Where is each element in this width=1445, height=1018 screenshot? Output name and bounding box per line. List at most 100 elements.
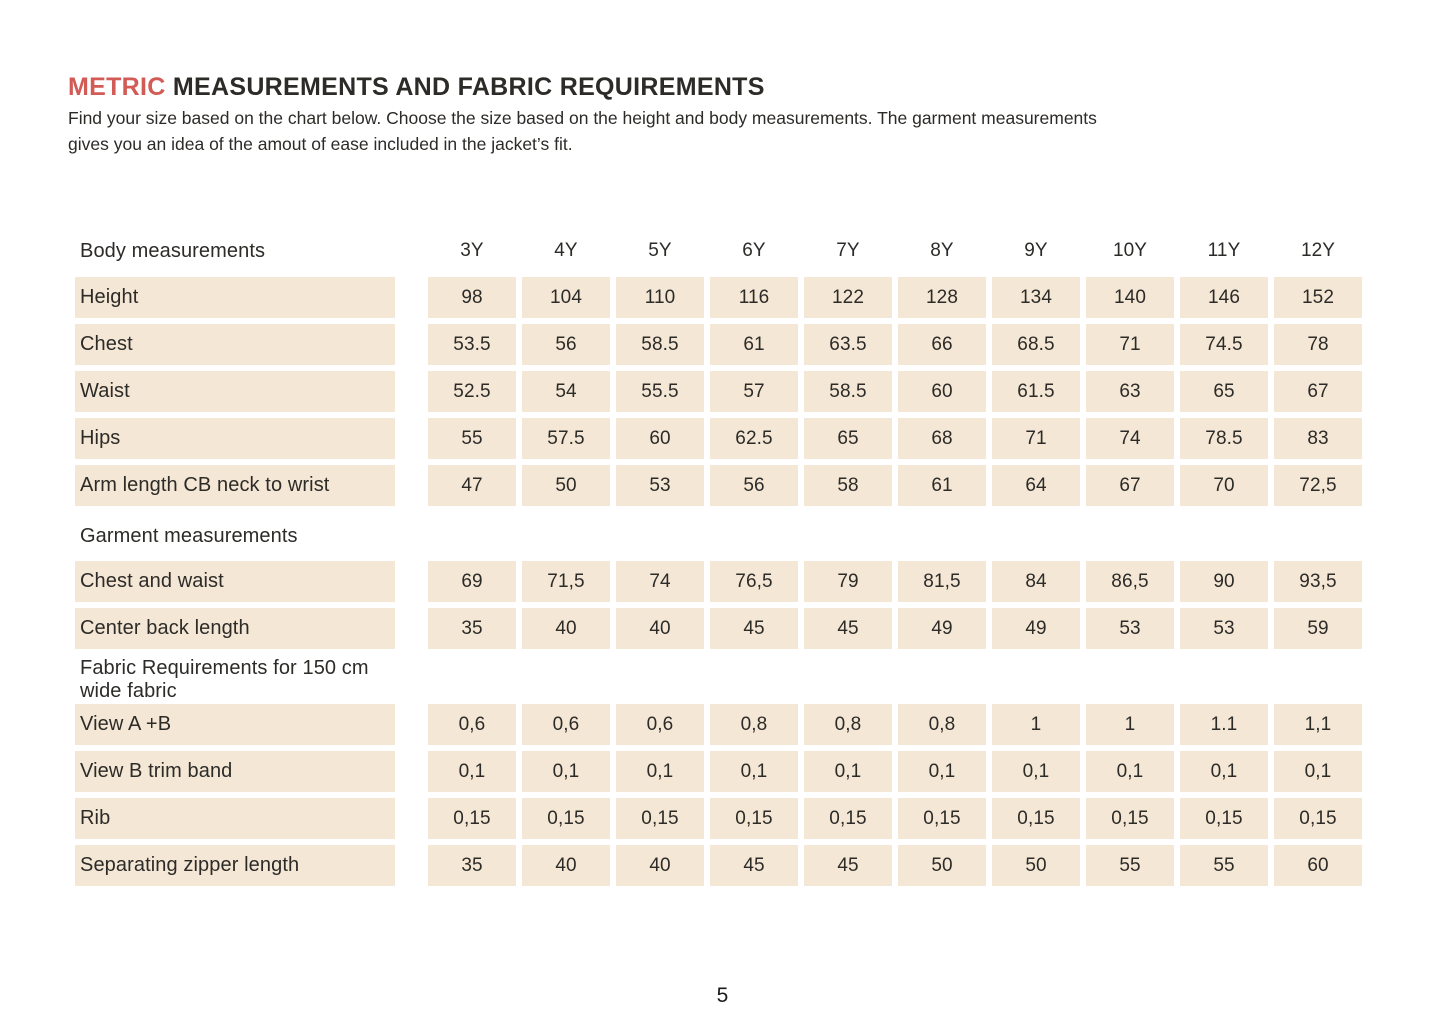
- value-cell: 1,1: [1274, 704, 1362, 745]
- value-cell: 1: [992, 704, 1080, 745]
- value-cell: 98: [428, 277, 516, 318]
- row-label: Chest and waist: [75, 561, 395, 602]
- value-cell: 110: [616, 277, 704, 318]
- table-row: Chest and waist 69 71,5 74 76,5 79 81,5 84 86,5 9…: [75, 561, 1362, 602]
- value-cell: 0,15: [522, 798, 610, 839]
- value-cell: 0,1: [522, 751, 610, 792]
- value-cell: 67: [1086, 465, 1174, 506]
- value-cell: 71,5: [522, 561, 610, 602]
- value-cell: 71: [1086, 324, 1174, 365]
- size-column-header: 7Y: [836, 240, 860, 261]
- value-cell: 47: [428, 465, 516, 506]
- row-label: Hips: [75, 418, 395, 459]
- page-title: METRIC MEASUREMENTS AND FABRIC REQUIREME…: [68, 72, 1368, 102]
- size-column-header: 6Y: [742, 240, 766, 261]
- value-cell: 79: [804, 561, 892, 602]
- value-cell: 0,1: [992, 751, 1080, 792]
- value-cell: 74: [616, 561, 704, 602]
- row-label: View A +B: [75, 704, 395, 745]
- section-heading: Garment measurements: [80, 525, 298, 547]
- page-title-rest: MEASUREMENTS AND FABRIC REQUIREMENTS: [172, 73, 765, 101]
- value-cell: 54: [522, 371, 610, 412]
- value-cell: 63: [1086, 371, 1174, 412]
- value-cell: 40: [522, 845, 610, 886]
- value-cell: 134: [992, 277, 1080, 318]
- size-column-header: 11Y: [1207, 240, 1241, 261]
- section-heading: Fabric Requirements for 150 cm wide fabr…: [80, 656, 369, 702]
- value-cell: 52.5: [428, 371, 516, 412]
- table-row: Hips 55 57.5 60 62.5 65 68 71 74 78.5 83: [75, 418, 1362, 459]
- value-cell: 40: [522, 608, 610, 649]
- value-cell: 76,5: [710, 561, 798, 602]
- value-cell: 50: [522, 465, 610, 506]
- value-cell: 62.5: [710, 418, 798, 459]
- table-row: View A +B 0,6 0,6 0,6 0,8 0,8 0,8 1 1 1.1 1,1: [75, 704, 1362, 745]
- value-cell: 0,15: [710, 798, 798, 839]
- value-cell: 1.1: [1180, 704, 1268, 745]
- table-row: Chest 53.5 56 58.5 61 63.5 66 68.5 71 74.5 78: [75, 324, 1362, 365]
- value-cell: 0,1: [1274, 751, 1362, 792]
- page-title-accent: METRIC: [68, 73, 166, 101]
- value-cell: 69: [428, 561, 516, 602]
- value-cell: 59: [1274, 608, 1362, 649]
- value-cell: 55: [1086, 845, 1174, 886]
- value-cell: 74: [1086, 418, 1174, 459]
- intro-line-2: gives you an idea of the amout of ease i…: [68, 134, 573, 154]
- size-column-header: 5Y: [648, 240, 672, 261]
- value-cell: 0,8: [804, 704, 892, 745]
- value-cell: 0,6: [428, 704, 516, 745]
- value-cell: 40: [616, 608, 704, 649]
- value-cell: 78.5: [1180, 418, 1268, 459]
- size-column-header: 9Y: [1024, 240, 1048, 261]
- value-cell: 65: [804, 418, 892, 459]
- value-cell: 45: [710, 608, 798, 649]
- value-cell: 55.5: [616, 371, 704, 412]
- value-cell: 0,15: [898, 798, 986, 839]
- table-row: View B trim band 0,1 0,1 0,1 0,1 0,1 0,1 0,1 0,1…: [75, 751, 1362, 792]
- value-cell: 60: [898, 371, 986, 412]
- value-cell: 74.5: [1180, 324, 1268, 365]
- value-cell: 61.5: [992, 371, 1080, 412]
- size-column-header: 10Y: [1112, 240, 1148, 261]
- value-cell: 53.5: [428, 324, 516, 365]
- value-cell: 146: [1180, 277, 1268, 318]
- value-cell: 0,1: [428, 751, 516, 792]
- value-cell: 86,5: [1086, 561, 1174, 602]
- value-cell: 50: [992, 845, 1080, 886]
- size-column-header: 12Y: [1300, 240, 1336, 261]
- size-column-header: 8Y: [930, 240, 954, 261]
- table-row: Center back length 35 40 40 45 45 49 49 53 53 59: [75, 608, 1362, 649]
- table-header-row: Body measurements 3Y 4Y 5Y 6Y 7Y 8Y 9Y 10Y 11Y 12Y: [75, 228, 1362, 274]
- value-cell: 70: [1180, 465, 1268, 506]
- value-cell: 0,1: [710, 751, 798, 792]
- intro-paragraph: Find your size based on the chart below.…: [68, 105, 1368, 157]
- value-cell: 122: [804, 277, 892, 318]
- intro-line-1: Find your size based on the chart below.…: [68, 108, 1097, 128]
- value-cell: 53: [1086, 608, 1174, 649]
- value-cell: 0,15: [616, 798, 704, 839]
- value-cell: 45: [804, 845, 892, 886]
- value-cell: 0,6: [522, 704, 610, 745]
- column-header-label: Body measurements: [80, 239, 266, 262]
- row-label: Waist: [75, 371, 395, 412]
- value-cell: 140: [1086, 277, 1174, 318]
- value-cell: 93,5: [1274, 561, 1362, 602]
- value-cell: 83: [1274, 418, 1362, 459]
- table-row: Height 98 104 110 116 122 128 134 140 146 152: [75, 277, 1362, 318]
- table-row: Rib 0,15 0,15 0,15 0,15 0,15 0,15 0,15 0,15 0,15 0…: [75, 798, 1362, 839]
- value-cell: 104: [522, 277, 610, 318]
- value-cell: 45: [804, 608, 892, 649]
- value-cell: 58.5: [804, 371, 892, 412]
- value-cell: 64: [992, 465, 1080, 506]
- value-cell: 90: [1180, 561, 1268, 602]
- value-cell: 63.5: [804, 324, 892, 365]
- value-cell: 67: [1274, 371, 1362, 412]
- value-cell: 0,1: [1180, 751, 1268, 792]
- value-cell: 68.5: [992, 324, 1080, 365]
- table-row: Separating zipper length 35 40 40 45 45 50 50 55…: [75, 845, 1362, 886]
- row-label: Arm length CB neck to wrist: [75, 465, 395, 506]
- row-label: Height: [75, 277, 395, 318]
- value-cell: 0,15: [1180, 798, 1268, 839]
- row-label: Chest: [75, 324, 395, 365]
- size-column-header: 4Y: [554, 240, 578, 261]
